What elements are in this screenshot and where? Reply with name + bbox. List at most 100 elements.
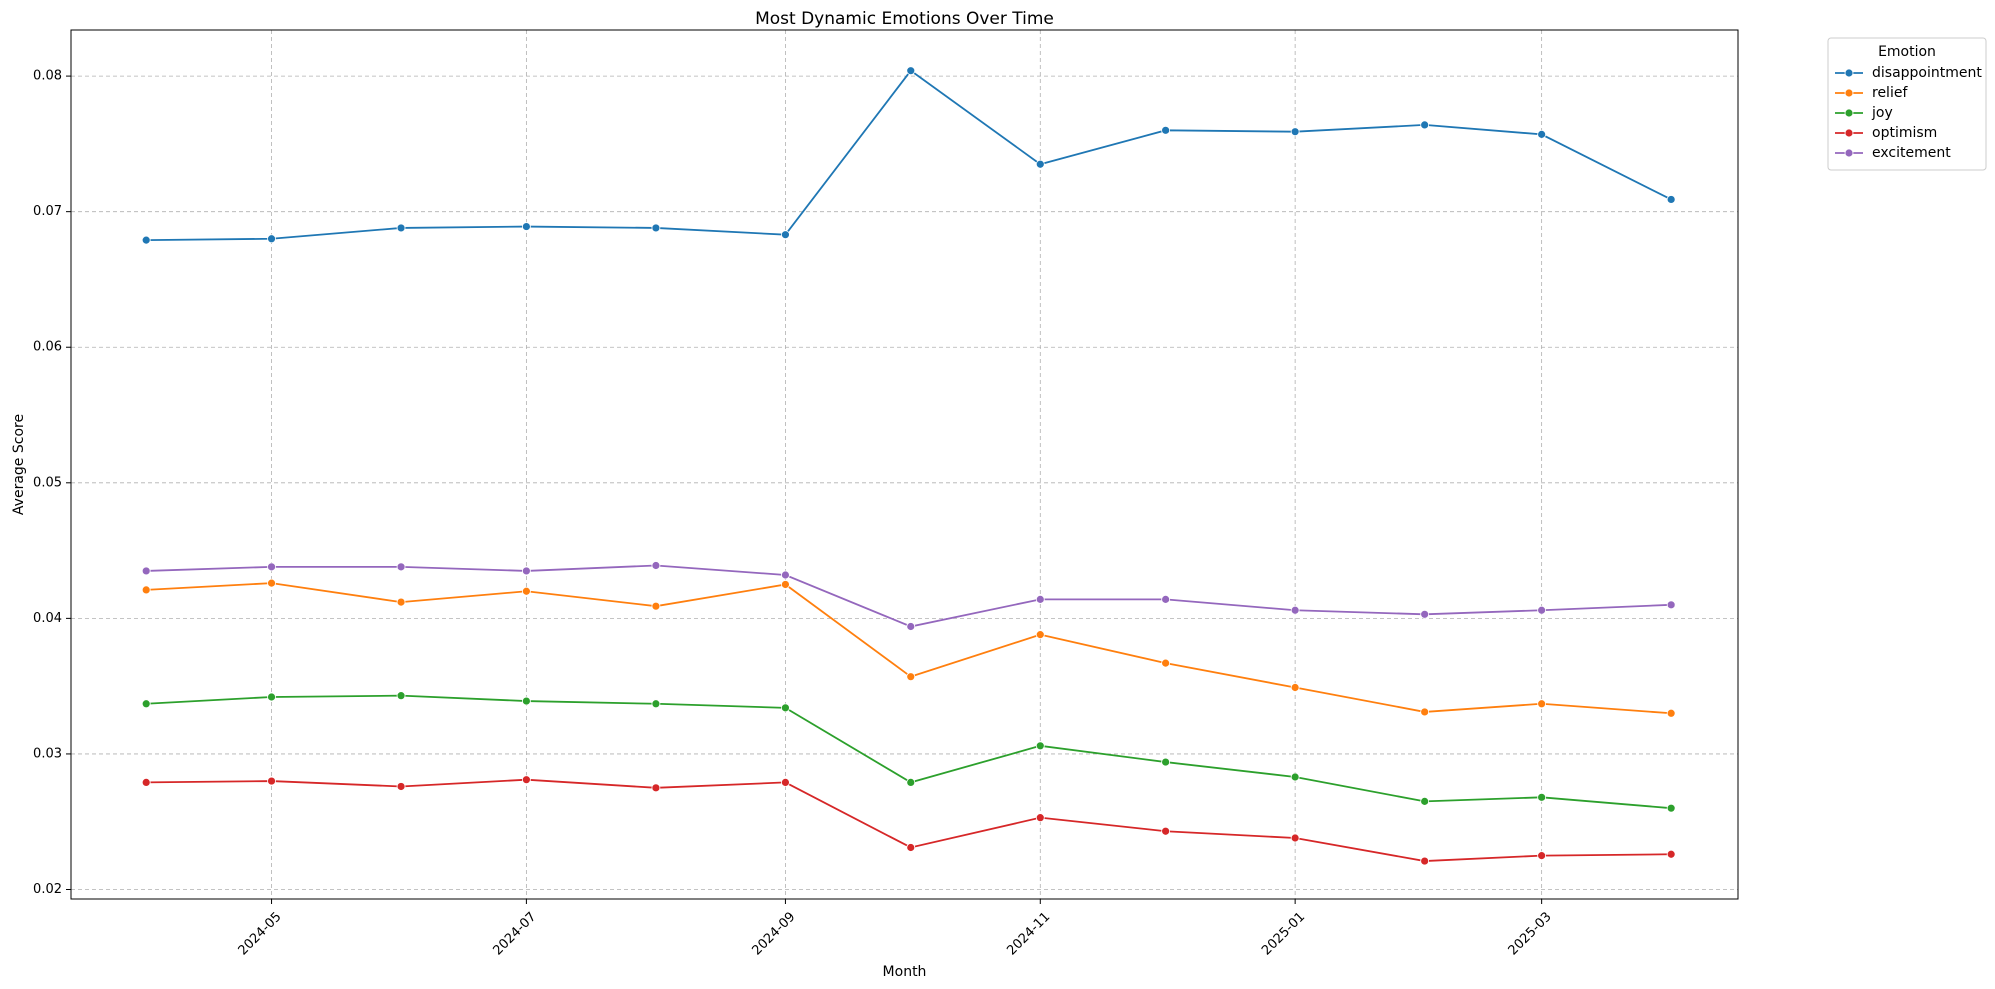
series-line [146, 69, 1672, 242]
data-point [521, 775, 531, 785]
data-point [651, 783, 661, 793]
data-point [521, 566, 531, 576]
data-point [396, 782, 406, 791]
legend-marker [1844, 128, 1854, 138]
data-point [396, 597, 406, 607]
legend-label: excitement [1872, 145, 1951, 161]
data-point [1666, 803, 1676, 813]
data-point [781, 570, 790, 580]
x-tick-label: 2024-11 [1004, 909, 1053, 958]
data-point [1666, 708, 1676, 718]
data-point [906, 672, 916, 682]
x-tick-label: 2025-01 [1259, 909, 1308, 958]
legend-marker [1844, 108, 1854, 118]
y-axis-title: Average Score [11, 414, 27, 515]
data-point [1290, 833, 1300, 843]
data-point [396, 223, 406, 233]
series-layer [141, 66, 1676, 866]
y-tick-label: 0.03 [33, 746, 62, 761]
legend-item-disappointment: disappointment [1835, 65, 1982, 81]
data-point [141, 585, 151, 595]
data-point [781, 230, 790, 240]
legend-box [1827, 37, 1987, 171]
data-point [1666, 849, 1676, 859]
data-point [651, 223, 661, 233]
data-point [1290, 683, 1300, 692]
data-point [141, 699, 151, 709]
data-point [141, 778, 151, 787]
data-point [906, 66, 916, 76]
data-point [396, 691, 406, 701]
grid [71, 30, 1738, 899]
legend-items: disappointment relief joy optimism excitemen… [1835, 65, 1982, 161]
series-line [146, 564, 1672, 628]
y-tick-label: 0.07 [33, 204, 62, 219]
series-line [146, 582, 1672, 715]
x-tick-label: 2024-07 [490, 909, 539, 958]
legend-marker [1844, 148, 1854, 158]
data-point [781, 778, 790, 787]
legend-item-excitement: excitement [1835, 145, 1951, 161]
x-tick-label: 2025-03 [1506, 909, 1555, 958]
data-point [1161, 658, 1171, 668]
chart-title: Most Dynamic Emotions Over Time [755, 9, 1054, 29]
data-point [1290, 605, 1300, 615]
data-point [1161, 594, 1171, 604]
data-point [141, 566, 151, 576]
y-tick-label: 0.04 [33, 611, 62, 626]
data-point [906, 778, 916, 787]
plot-frame [70, 29, 1739, 900]
data-point [267, 562, 276, 572]
y-tick-label: 0.05 [33, 475, 62, 490]
series-excitement [141, 561, 1676, 631]
data-point [1537, 699, 1547, 709]
series-optimism [141, 775, 1676, 866]
series-joy [141, 691, 1676, 813]
data-point [906, 843, 916, 852]
data-point [1035, 741, 1045, 751]
legend: Emotion disappointment relief joy optimism e… [1827, 37, 1987, 171]
data-point [267, 234, 276, 244]
legend-item-joy: joy [1835, 105, 1893, 121]
data-point [1537, 792, 1547, 802]
y-tick-label: 0.06 [33, 340, 62, 355]
data-point [781, 703, 790, 713]
data-point [521, 222, 531, 231]
legend-label: disappointment [1872, 65, 1982, 81]
x-tick-label: 2024-09 [749, 909, 798, 958]
data-point [1035, 594, 1045, 604]
data-point [906, 622, 916, 631]
data-point [1537, 605, 1547, 615]
data-point [267, 578, 276, 588]
y-tick-label: 0.08 [33, 69, 62, 84]
legend-title: Emotion [1878, 44, 1936, 60]
series-disappointment [141, 66, 1676, 245]
legend-item-relief: relief [1835, 85, 1908, 101]
data-point [396, 562, 406, 572]
data-point [1537, 851, 1547, 861]
data-point [1290, 772, 1300, 782]
data-point [267, 776, 276, 786]
data-point [1420, 609, 1430, 619]
x-tick-label: 2024-05 [236, 909, 285, 958]
data-point [1537, 129, 1547, 139]
data-point [1420, 796, 1430, 806]
x-axis-title: Month [883, 964, 927, 980]
data-point [1161, 125, 1171, 135]
data-point [651, 561, 661, 570]
y-axis: 0.02 0.03 0.04 0.05 0.06 0.07 0.08 [33, 69, 71, 897]
data-point [521, 696, 531, 706]
data-point [1666, 600, 1676, 610]
data-point [1420, 707, 1430, 717]
data-point [1420, 120, 1430, 130]
data-point [1035, 630, 1045, 640]
data-point [521, 586, 531, 596]
y-tick-label: 0.02 [33, 882, 62, 897]
data-point [267, 692, 276, 702]
data-point [651, 601, 661, 611]
data-point [1035, 813, 1045, 823]
legend-marker [1844, 68, 1854, 78]
series-line [146, 694, 1672, 810]
legend-marker [1844, 88, 1854, 98]
data-point [781, 580, 790, 589]
